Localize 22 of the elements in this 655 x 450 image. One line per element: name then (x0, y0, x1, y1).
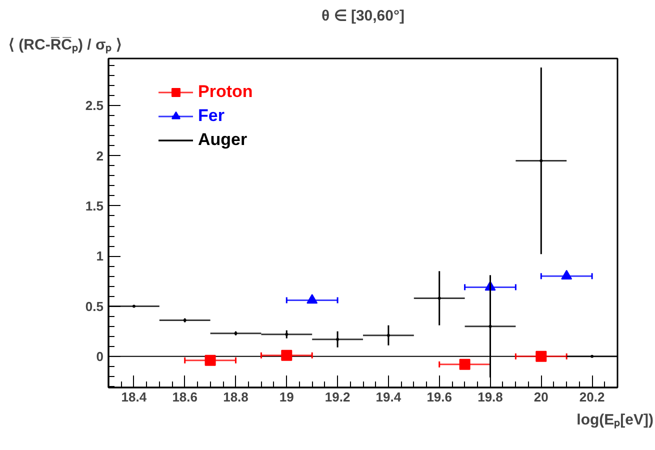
x-tick-label: 19.4 (376, 390, 402, 404)
x-tick-label: 20.2 (579, 390, 605, 404)
legend-label: Proton (198, 82, 253, 102)
x-tick-label: 18.4 (121, 390, 148, 404)
y-tick-label: 2.5 (85, 98, 104, 114)
y-tick-label: 0 (96, 348, 104, 364)
chart-title: θ ∈ [30,60°] (322, 8, 404, 24)
x-tick-label: 20 (534, 390, 548, 404)
y-tick-label: 0.5 (85, 298, 104, 314)
x-axis-title: log(Eₚ[eV]) (576, 412, 654, 428)
x-tick-label: 19 (279, 390, 294, 404)
x-tick-label: 18.6 (172, 390, 198, 404)
legend-label: Fer (198, 106, 224, 126)
x-tick-label: 19.8 (478, 390, 503, 404)
x-tick-label: 18.8 (223, 390, 248, 404)
y-tick-label: 1.5 (85, 198, 104, 214)
y-axis-title: ⟨ (RC-R̅C̅ₚ) / σₚ ⟩ (8, 36, 122, 54)
x-tick-label: 19.6 (426, 390, 452, 404)
legend-label: Auger (198, 130, 248, 150)
y-tick-label: 1 (96, 248, 104, 264)
x-tick-label: 19.2 (324, 390, 350, 404)
y-tick-label: 2 (96, 148, 104, 164)
